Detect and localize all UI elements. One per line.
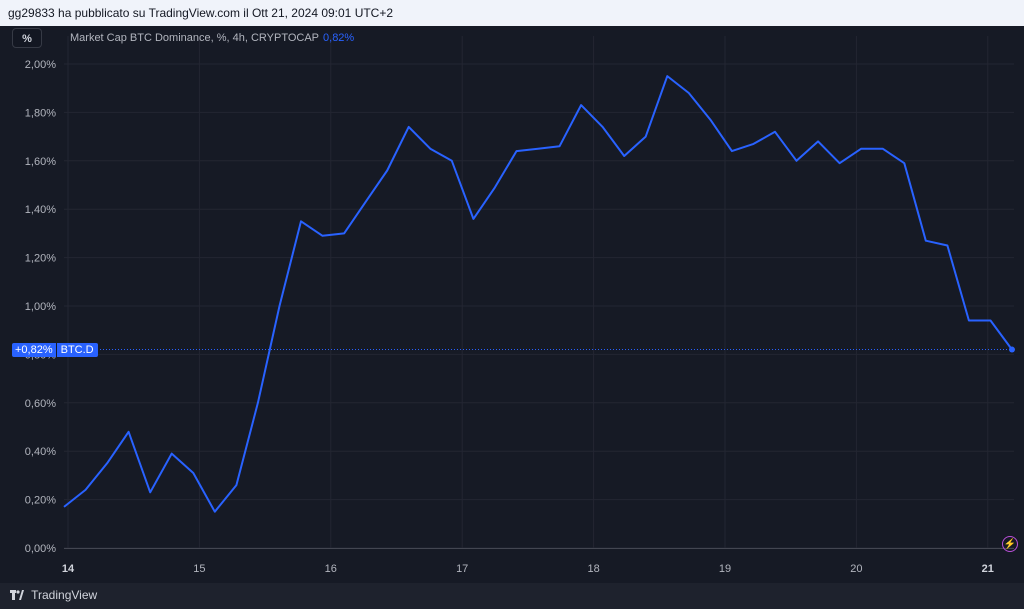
series-line	[63, 75, 1015, 513]
x-tick-label: 14	[62, 563, 75, 575]
btc-dominance-line	[63, 75, 1013, 513]
y-tick-label: 1,00%	[25, 301, 56, 313]
y-tick-label: 0,40%	[25, 446, 56, 458]
footer-bar: TradingView	[0, 583, 1024, 609]
legend-value: 0,82%	[323, 32, 355, 44]
y-tick-label: 0,00%	[25, 543, 56, 555]
publish-text: gg29833 ha pubblicato su TradingView.com…	[8, 6, 394, 20]
x-tick-label: 21	[982, 563, 994, 575]
publish-header: gg29833 ha pubblicato su TradingView.com…	[0, 0, 1024, 26]
y-tick-label: 0,20%	[25, 495, 56, 507]
y-axis-labels: 0,00%0,20%0,40%0,60%0,80%1,00%1,20%1,40%…	[25, 59, 56, 555]
price-tag-symbol: BTC.D	[56, 342, 98, 357]
price-tag-change: +0,82%	[12, 342, 56, 357]
y-tick-label: 0,60%	[25, 398, 56, 410]
x-tick-label: 17	[456, 563, 468, 575]
x-tick-label: 18	[587, 563, 599, 575]
y-tick-label: 1,60%	[25, 156, 56, 168]
y-tick-label: 1,80%	[25, 107, 56, 119]
last-point-marker	[1009, 346, 1015, 353]
grid	[64, 36, 1014, 549]
x-tick-label: 16	[325, 563, 337, 575]
y-tick-label: 2,00%	[25, 59, 56, 71]
price-chart[interactable]: 0,00%0,20%0,40%0,60%0,80%1,00%1,20%1,40%…	[0, 26, 1024, 583]
x-tick-label: 20	[850, 563, 862, 575]
x-tick-label: 19	[719, 563, 731, 575]
y-tick-label: 1,20%	[25, 253, 56, 265]
lightning-icon[interactable]: ⚡	[1002, 536, 1018, 552]
percent-scale-button[interactable]: %	[12, 28, 42, 48]
chart-area[interactable]: 0,00%0,20%0,40%0,60%0,80%1,00%1,20%1,40%…	[0, 26, 1024, 583]
chart-legend: Market Cap BTC Dominance, %, 4h, CRYPTOC…	[70, 32, 354, 44]
footer-brand: TradingView	[31, 588, 98, 602]
y-tick-label: 1,40%	[25, 204, 56, 216]
x-tick-label: 15	[193, 563, 205, 575]
price-tag: +0,82% BTC.D	[12, 342, 98, 357]
x-axis-labels: 14 15 16 17 18 19 20 21	[62, 563, 994, 575]
legend-title: Market Cap BTC Dominance, %, 4h, CRYPTOC…	[70, 32, 320, 44]
tradingview-logo-icon	[10, 584, 24, 608]
